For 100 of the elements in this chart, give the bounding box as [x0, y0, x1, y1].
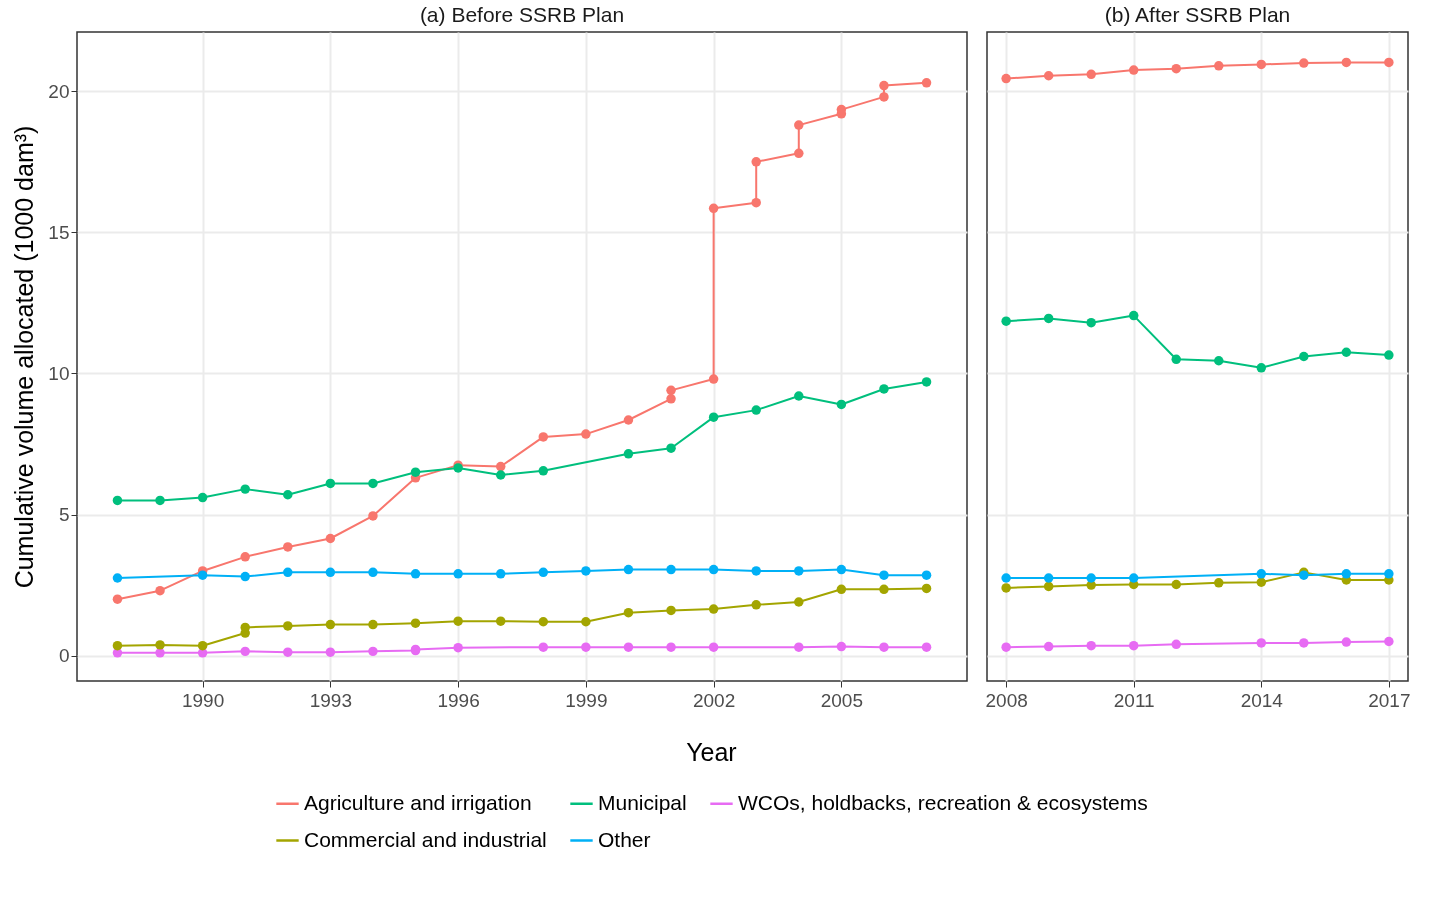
point [581, 617, 591, 627]
point [708, 374, 719, 384]
point [794, 597, 804, 607]
point [368, 478, 378, 489]
point [1384, 636, 1394, 647]
point [155, 640, 165, 650]
point [708, 412, 719, 422]
point [1256, 363, 1267, 373]
point [794, 391, 804, 401]
point [495, 569, 506, 579]
point [708, 604, 719, 614]
point [1001, 642, 1011, 652]
y-tick-label: 10 [48, 362, 70, 384]
point [1043, 313, 1054, 324]
point [197, 492, 208, 503]
point [1086, 573, 1096, 583]
point [879, 80, 889, 91]
point [1384, 569, 1394, 579]
point [1214, 356, 1224, 366]
point [325, 647, 336, 657]
point [836, 584, 847, 595]
point [581, 566, 591, 576]
point [112, 495, 123, 506]
point [283, 542, 293, 552]
point [751, 600, 761, 610]
point [155, 648, 165, 658]
point [1001, 316, 1011, 326]
x-tick-label: 2014 [1240, 689, 1284, 711]
x-tick-label: 2017 [1368, 689, 1411, 711]
y-axis-title: Cumulative volume allocated (1000 dam³) [10, 125, 39, 589]
point [666, 642, 676, 652]
point [879, 570, 889, 580]
point [879, 584, 889, 595]
legend-label: Agriculture and irrigation [304, 790, 532, 814]
point [368, 646, 378, 657]
point [1384, 350, 1394, 360]
point [1171, 579, 1181, 590]
point [155, 495, 165, 506]
point [708, 203, 719, 214]
point [879, 384, 889, 394]
point [538, 567, 549, 578]
legend-label: Other [598, 827, 651, 851]
point [794, 120, 804, 130]
point [410, 467, 421, 477]
point [538, 642, 549, 652]
point [283, 647, 293, 657]
point [666, 394, 676, 404]
point [1043, 71, 1054, 81]
point [1299, 351, 1309, 362]
point [1043, 641, 1054, 652]
point [623, 607, 634, 618]
x-tick-label: 1993 [309, 689, 353, 711]
point [794, 642, 804, 652]
point [751, 197, 761, 208]
point [921, 377, 932, 387]
point [1341, 569, 1352, 579]
point [495, 616, 506, 626]
x-tick-label: 2002 [692, 689, 736, 711]
point [1043, 581, 1054, 592]
point [1256, 59, 1267, 70]
point [325, 533, 336, 544]
chart-title: (b) After SSRB Plan [1104, 3, 1291, 26]
point [623, 415, 634, 425]
point [453, 642, 463, 653]
legend-label: Municipal [598, 790, 687, 814]
point [1086, 69, 1096, 80]
point [1086, 317, 1096, 328]
point [1299, 638, 1309, 648]
point [794, 148, 804, 159]
point [751, 157, 761, 167]
point [666, 564, 676, 575]
point [1001, 573, 1011, 583]
point [1043, 573, 1054, 583]
point [836, 399, 847, 410]
point [1256, 577, 1267, 587]
point [240, 552, 250, 562]
point [708, 564, 719, 575]
point [623, 642, 634, 652]
point [1171, 639, 1181, 650]
point [197, 570, 208, 580]
point [453, 616, 463, 626]
point [240, 646, 250, 657]
x-tick-label: 2011 [1113, 689, 1155, 711]
point [1341, 637, 1352, 647]
point [1001, 583, 1011, 593]
point [1171, 63, 1181, 74]
point [666, 385, 676, 396]
point [283, 621, 293, 631]
point [240, 484, 250, 494]
point [794, 566, 804, 576]
point [751, 566, 761, 576]
point [666, 443, 676, 453]
legend-label: WCOs, holdbacks, recreation & ecosystems [738, 790, 1148, 814]
point [325, 619, 336, 630]
point [368, 511, 378, 521]
point [495, 461, 506, 472]
point [708, 642, 719, 652]
point [1214, 578, 1224, 588]
point [368, 619, 378, 630]
y-tick-label: 0 [58, 645, 70, 667]
